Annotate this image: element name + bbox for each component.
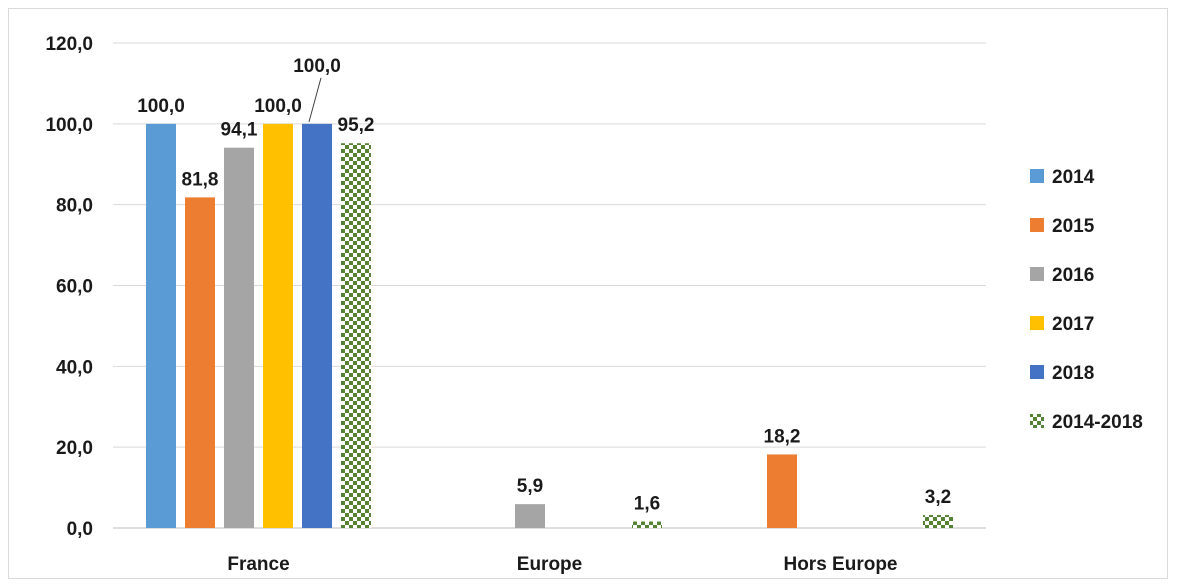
bars xyxy=(146,123,953,528)
x-axis: France Europe Hors Europe xyxy=(227,554,897,575)
data-label: 1,6 xyxy=(634,494,660,515)
data-label: 100,0 xyxy=(293,56,341,77)
legend-swatch xyxy=(1030,414,1044,428)
x-category-label: France xyxy=(227,554,289,575)
gridlines xyxy=(113,42,986,448)
legend-swatch xyxy=(1030,169,1044,183)
legend-label: 2014 xyxy=(1052,167,1095,188)
legend-label: 2015 xyxy=(1052,216,1095,237)
y-axis: 0,0 20,0 40,0 60,0 80,0 100,0 120,0 xyxy=(45,34,986,540)
x-category-label: Hors Europe xyxy=(783,554,897,575)
chart-frame: 0,0 20,0 40,0 60,0 80,0 100,0 120,0 100,0 81,8 9… xyxy=(8,8,1168,579)
bar-2016-europe xyxy=(515,504,545,528)
legend: 2014 2015 2016 2017 2018 2014-2018 xyxy=(1030,167,1143,433)
legend-label: 2017 xyxy=(1052,314,1094,335)
x-category-label: Europe xyxy=(517,554,582,575)
legend-swatch xyxy=(1030,218,1044,232)
data-label: 94,1 xyxy=(221,120,258,141)
data-label: 81,8 xyxy=(182,169,219,190)
y-tick-label: 60,0 xyxy=(56,277,93,298)
data-label: 100,0 xyxy=(254,96,302,117)
legend-label: 2018 xyxy=(1052,363,1094,384)
legend-label: 2016 xyxy=(1052,265,1094,286)
bar-2015-hors-europe xyxy=(767,454,797,528)
bar-2014-2018-hors-europe xyxy=(923,515,953,528)
y-tick-label: 40,0 xyxy=(56,357,93,378)
legend-swatch xyxy=(1030,365,1044,379)
y-tick-label: 0,0 xyxy=(67,519,93,540)
y-tick-label: 20,0 xyxy=(56,438,93,459)
bar-chart: 0,0 20,0 40,0 60,0 80,0 100,0 120,0 100,0 81,8 9… xyxy=(45,34,1143,575)
data-label: 5,9 xyxy=(517,476,543,497)
data-label: 95,2 xyxy=(338,115,375,136)
data-labels: 100,0 81,8 94,1 100,0 100,0 95,2 5,9 1,6 18,2 3,2 xyxy=(137,56,951,515)
y-tick-label: 120,0 xyxy=(45,34,93,55)
bar-2018-france xyxy=(302,123,332,528)
bar-2014-2018-france xyxy=(341,143,371,528)
bar-2015-france xyxy=(185,197,215,528)
data-label: 100,0 xyxy=(137,96,185,117)
data-label: 3,2 xyxy=(925,487,951,508)
y-tick-label: 100,0 xyxy=(45,115,93,136)
label-leader-line xyxy=(308,77,322,122)
data-label: 18,2 xyxy=(764,426,801,447)
bar-2014-france xyxy=(146,123,176,528)
legend-swatch xyxy=(1030,267,1044,281)
legend-label: 2014-2018 xyxy=(1052,412,1143,433)
y-tick-label: 80,0 xyxy=(56,196,93,217)
legend-swatch xyxy=(1030,316,1044,330)
bar-2016-france xyxy=(224,147,254,528)
bar-2017-france xyxy=(263,123,293,528)
bar-2014-2018-europe xyxy=(632,521,662,528)
